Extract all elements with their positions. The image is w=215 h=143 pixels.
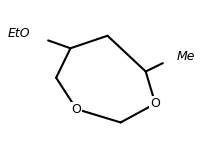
Text: O: O (72, 103, 81, 116)
Text: EtO: EtO (7, 27, 30, 40)
Text: Me: Me (177, 50, 195, 63)
Text: O: O (150, 97, 160, 110)
